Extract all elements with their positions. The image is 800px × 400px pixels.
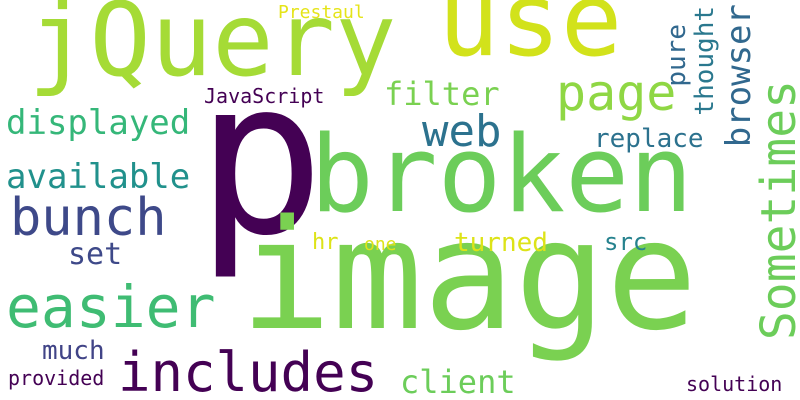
word-displayed: displayed <box>6 103 191 143</box>
word-includes: includes <box>118 341 379 400</box>
word-replace: replace <box>594 124 704 154</box>
word-solution: solution <box>686 372 783 396</box>
word-sometimes: Sometimes <box>751 80 800 341</box>
word-page: page <box>556 64 677 122</box>
word-prestaul: Prestaul <box>278 2 365 23</box>
word-much: much <box>42 336 105 366</box>
word-thought: thought <box>690 6 720 116</box>
word-available: available <box>6 157 191 197</box>
word-browser: browser <box>719 4 759 148</box>
word-src: src <box>604 228 648 256</box>
word-javascript: JavaScript <box>204 84 325 108</box>
word-client: client <box>400 363 516 400</box>
word-set: set <box>68 237 123 272</box>
word-one: one <box>364 234 397 255</box>
word-broken: broken <box>310 113 693 236</box>
word-jquery: jQuery <box>28 0 397 100</box>
word-filter: filter <box>384 75 500 113</box>
word-p: p <box>196 34 325 283</box>
word-pure: pure <box>662 24 692 87</box>
word-use: use <box>438 0 623 80</box>
word-easier: easier <box>6 273 216 341</box>
word-web: web <box>422 106 502 157</box>
word-hr: hr <box>312 230 339 255</box>
word-turned: turned <box>454 228 548 258</box>
word-provided: provided <box>8 366 105 390</box>
word-image: image <box>240 187 698 364</box>
word-bunch: bunch <box>10 188 167 248</box>
